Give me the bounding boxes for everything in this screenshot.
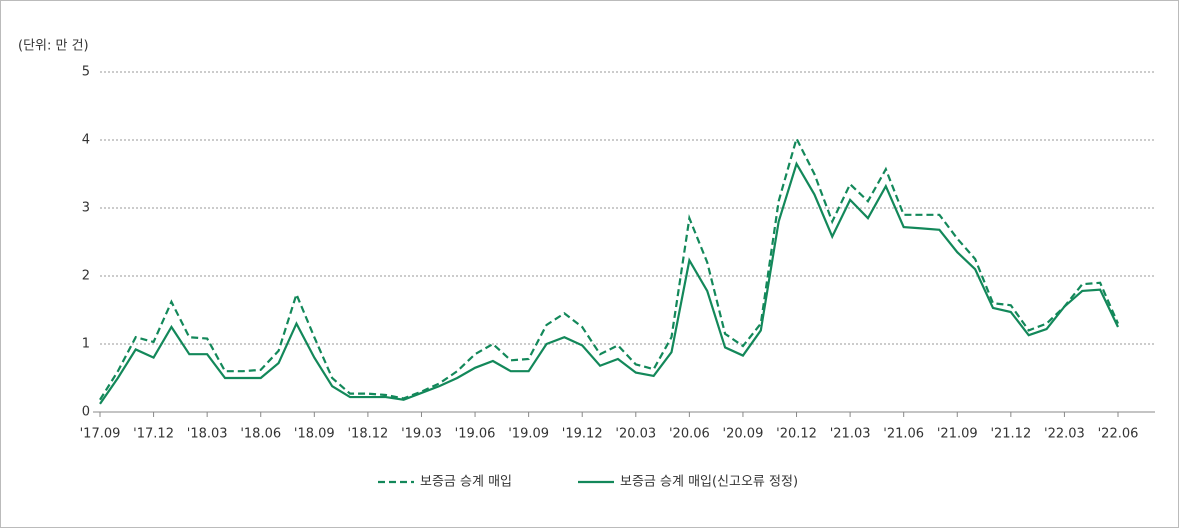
x-tick-label: '19.12 [562, 427, 603, 442]
x-tick-label: '22.06 [1098, 427, 1139, 442]
x-tick-label: '20.12 [776, 427, 817, 442]
y-tick-label: 3 [82, 201, 90, 216]
x-tick-label: '21.03 [830, 427, 871, 442]
y-tick-label: 2 [82, 269, 90, 284]
y-tick-label: 0 [82, 405, 90, 420]
x-tick-label: '17.12 [133, 427, 174, 442]
x-tick-label: '20.06 [669, 427, 710, 442]
x-tick-label: '20.03 [615, 427, 656, 442]
x-tick-label: '18.06 [240, 427, 281, 442]
y-tick-label: 4 [82, 133, 90, 148]
x-tick-label: '21.06 [883, 427, 924, 442]
x-tick-label: '17.09 [80, 427, 121, 442]
y-tick-label: 5 [82, 65, 90, 80]
series-line [99, 135, 1120, 401]
x-tick-label: '18.09 [294, 427, 335, 442]
y-tick-label: 1 [82, 337, 90, 352]
x-tick-label: '18.12 [347, 427, 388, 442]
x-tick-label: '19.09 [508, 427, 549, 442]
unit-label: (단위: 만 건) [18, 39, 89, 54]
legend-label: 보증금 승계 매입 [420, 475, 512, 490]
x-tick-label: '21.09 [937, 427, 978, 442]
legend-label: 보증금 승계 매입(신고오류 정정) [620, 475, 798, 490]
x-tick-label: '19.03 [401, 427, 442, 442]
x-tick-label: '19.06 [455, 427, 496, 442]
series-line [99, 161, 1119, 405]
x-tick-label: '21.12 [990, 427, 1031, 442]
x-tick-label: '22.03 [1044, 427, 1085, 442]
x-tick-label: '18.03 [187, 427, 228, 442]
x-tick-label: '20.09 [723, 427, 764, 442]
